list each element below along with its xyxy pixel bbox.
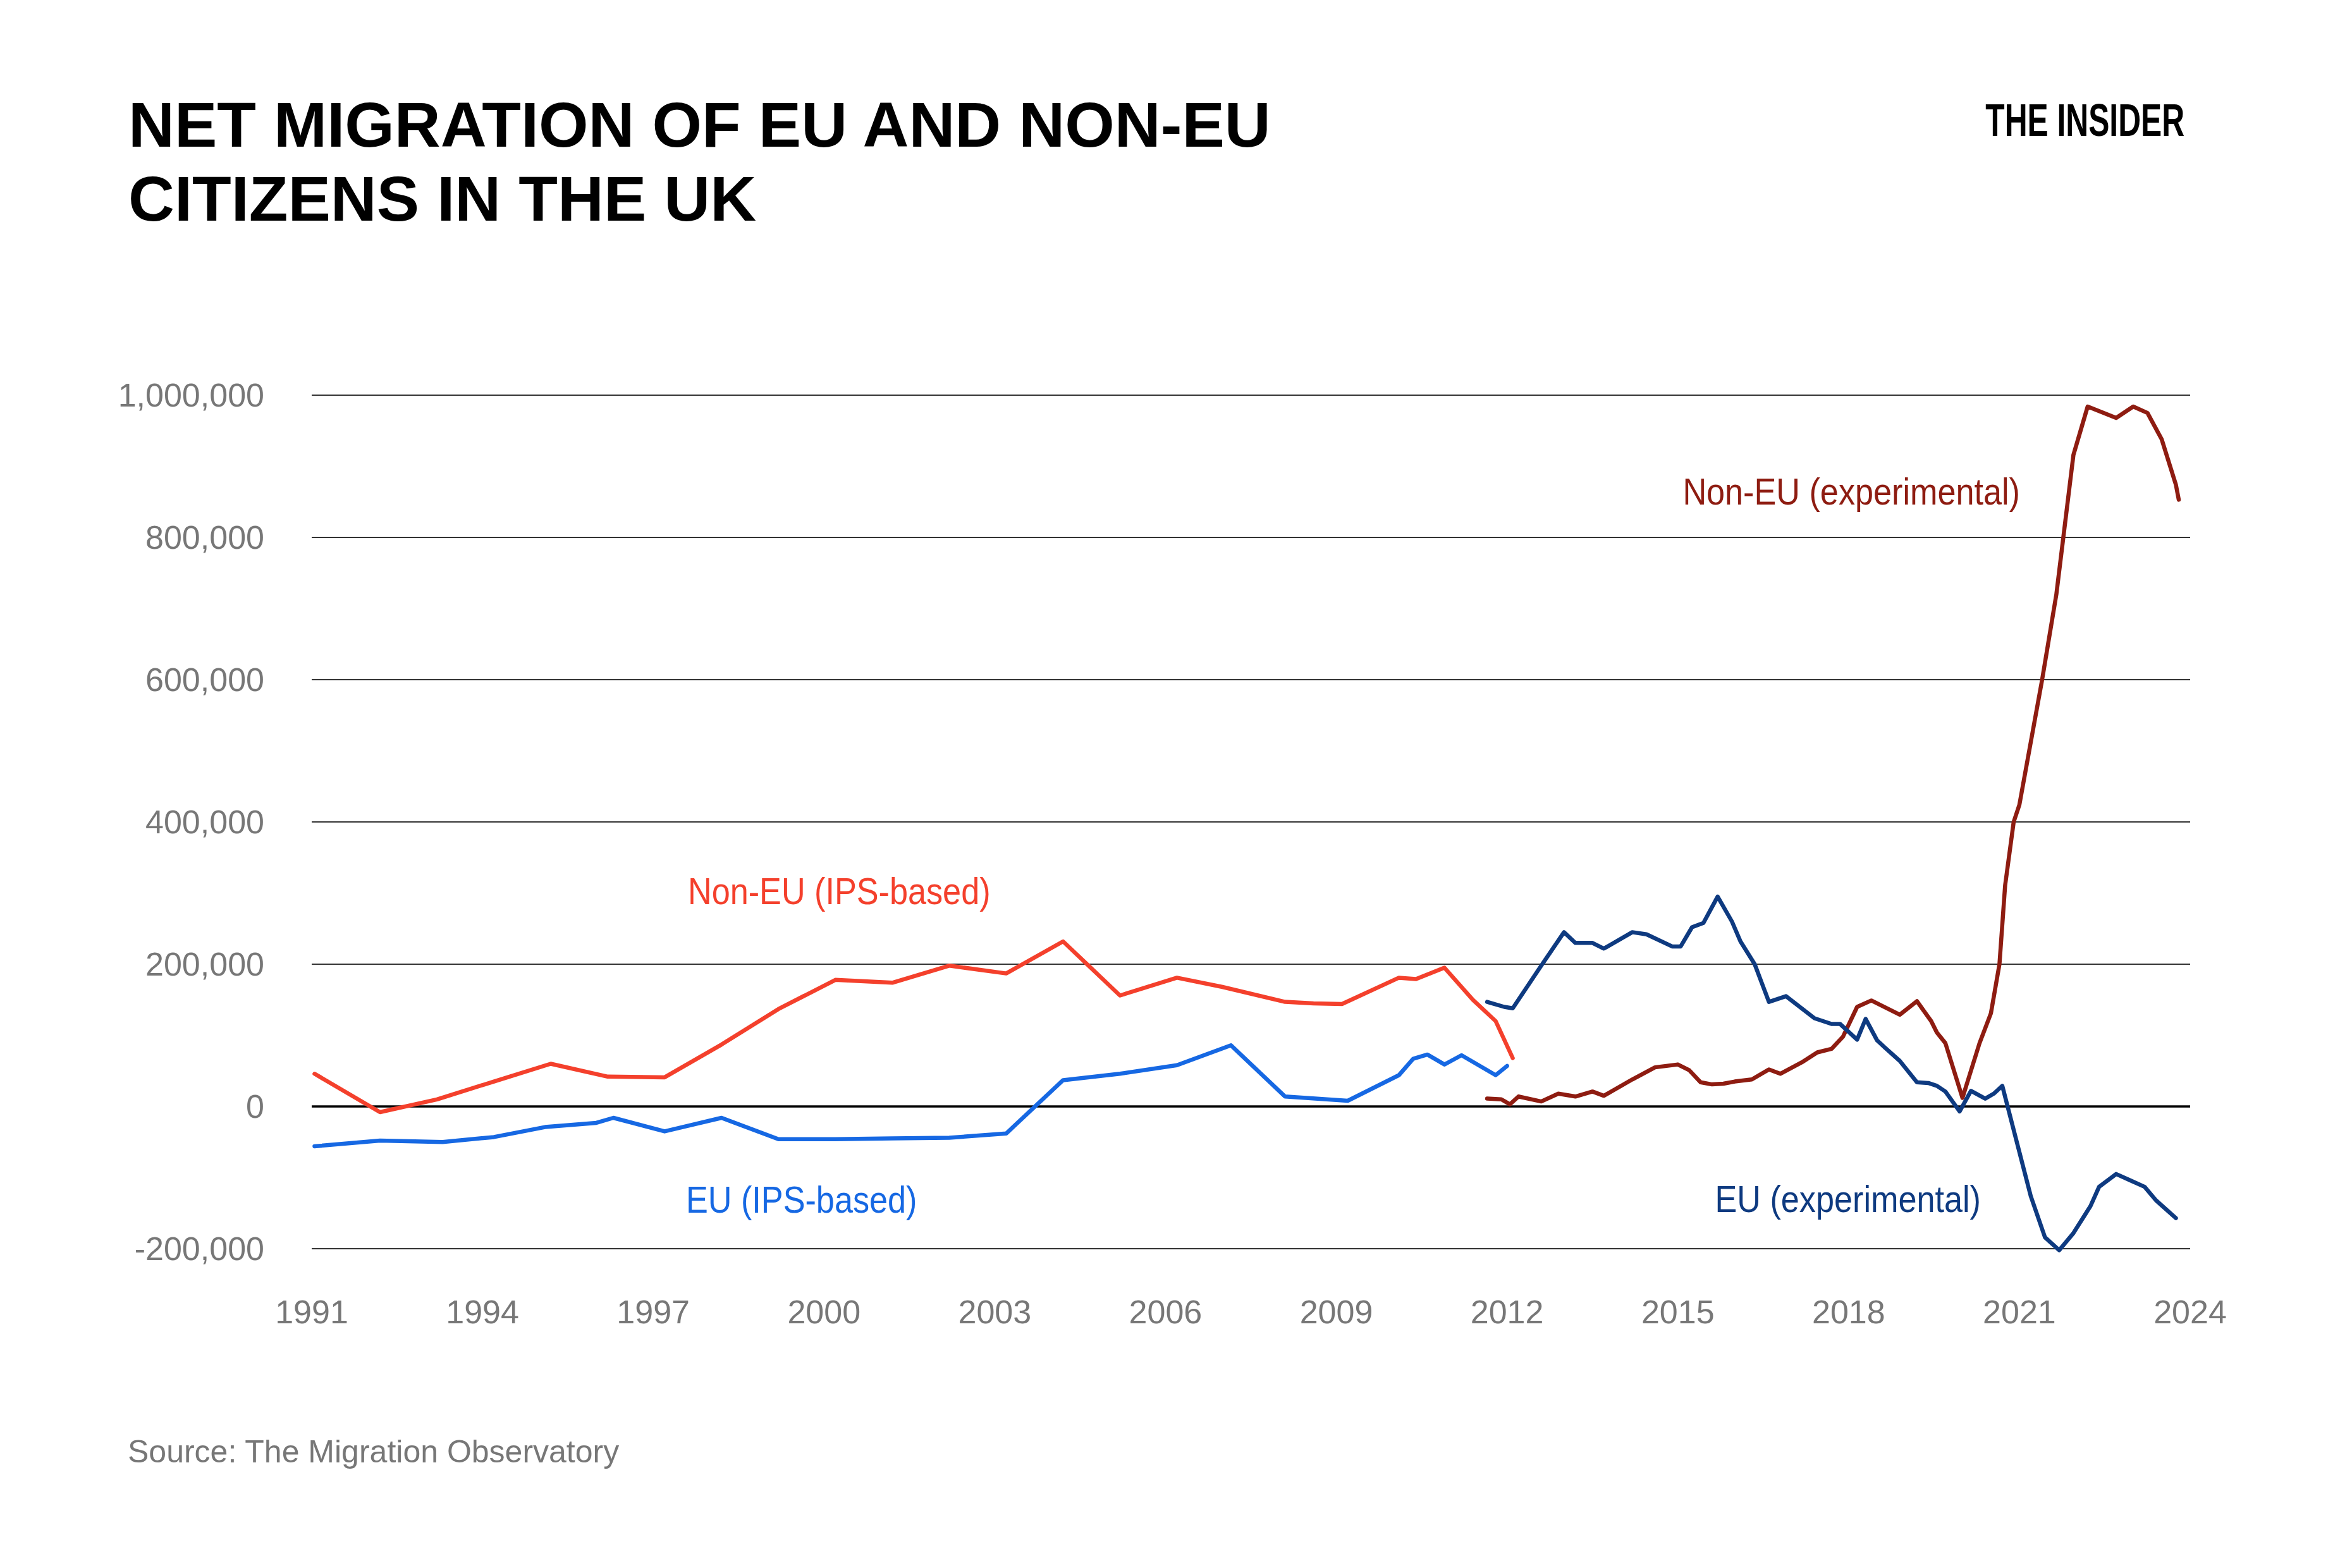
y-tick-label: 800,000 <box>145 519 264 556</box>
line-chart: 1,000,000 800,000 600,000 400,000 200,000 0 -2… <box>0 0 2352 1568</box>
y-tick-label: 0 <box>246 1088 264 1125</box>
y-tick-label: 200,000 <box>145 946 264 983</box>
x-tick-label: 2006 <box>1129 1294 1203 1330</box>
x-tick-label: 2009 <box>1300 1294 1373 1330</box>
series-label-non-eu-ips: Non-EU (IPS-based) <box>688 870 991 912</box>
x-tick-label: 2003 <box>959 1294 1032 1330</box>
y-tick-label: 600,000 <box>145 661 264 698</box>
x-tick-label: 2012 <box>1471 1294 1544 1330</box>
x-tick-label: 1991 <box>275 1294 348 1330</box>
x-tick-label: 2018 <box>1812 1294 1885 1330</box>
y-tick-label: -200,000 <box>135 1230 264 1267</box>
series-label-eu-ips: EU (IPS-based) <box>686 1179 917 1221</box>
chart-page: NET MIGRATION OF EU AND NON-EU CITIZENS … <box>0 0 2352 1568</box>
x-tick-label: 2000 <box>787 1294 861 1330</box>
series-line-eu-ips <box>315 1045 1507 1146</box>
series-label-non-eu-exp: Non-EU (experimental) <box>1682 470 2020 513</box>
x-tick-label: 1994 <box>446 1294 519 1330</box>
source-note: Source: The Migration Observatory <box>128 1433 619 1470</box>
series-label-eu-exp: EU (experimental) <box>1715 1178 1981 1220</box>
x-tick-label: 2015 <box>1641 1294 1715 1330</box>
x-tick-label: 1997 <box>616 1294 690 1330</box>
series-line-non-eu-ips <box>315 941 1513 1112</box>
y-tick-label: 400,000 <box>145 804 264 840</box>
x-tick-label: 2024 <box>2153 1294 2227 1330</box>
x-tick-label: 2021 <box>1983 1294 2056 1330</box>
y-tick-label: 1,000,000 <box>118 377 264 413</box>
